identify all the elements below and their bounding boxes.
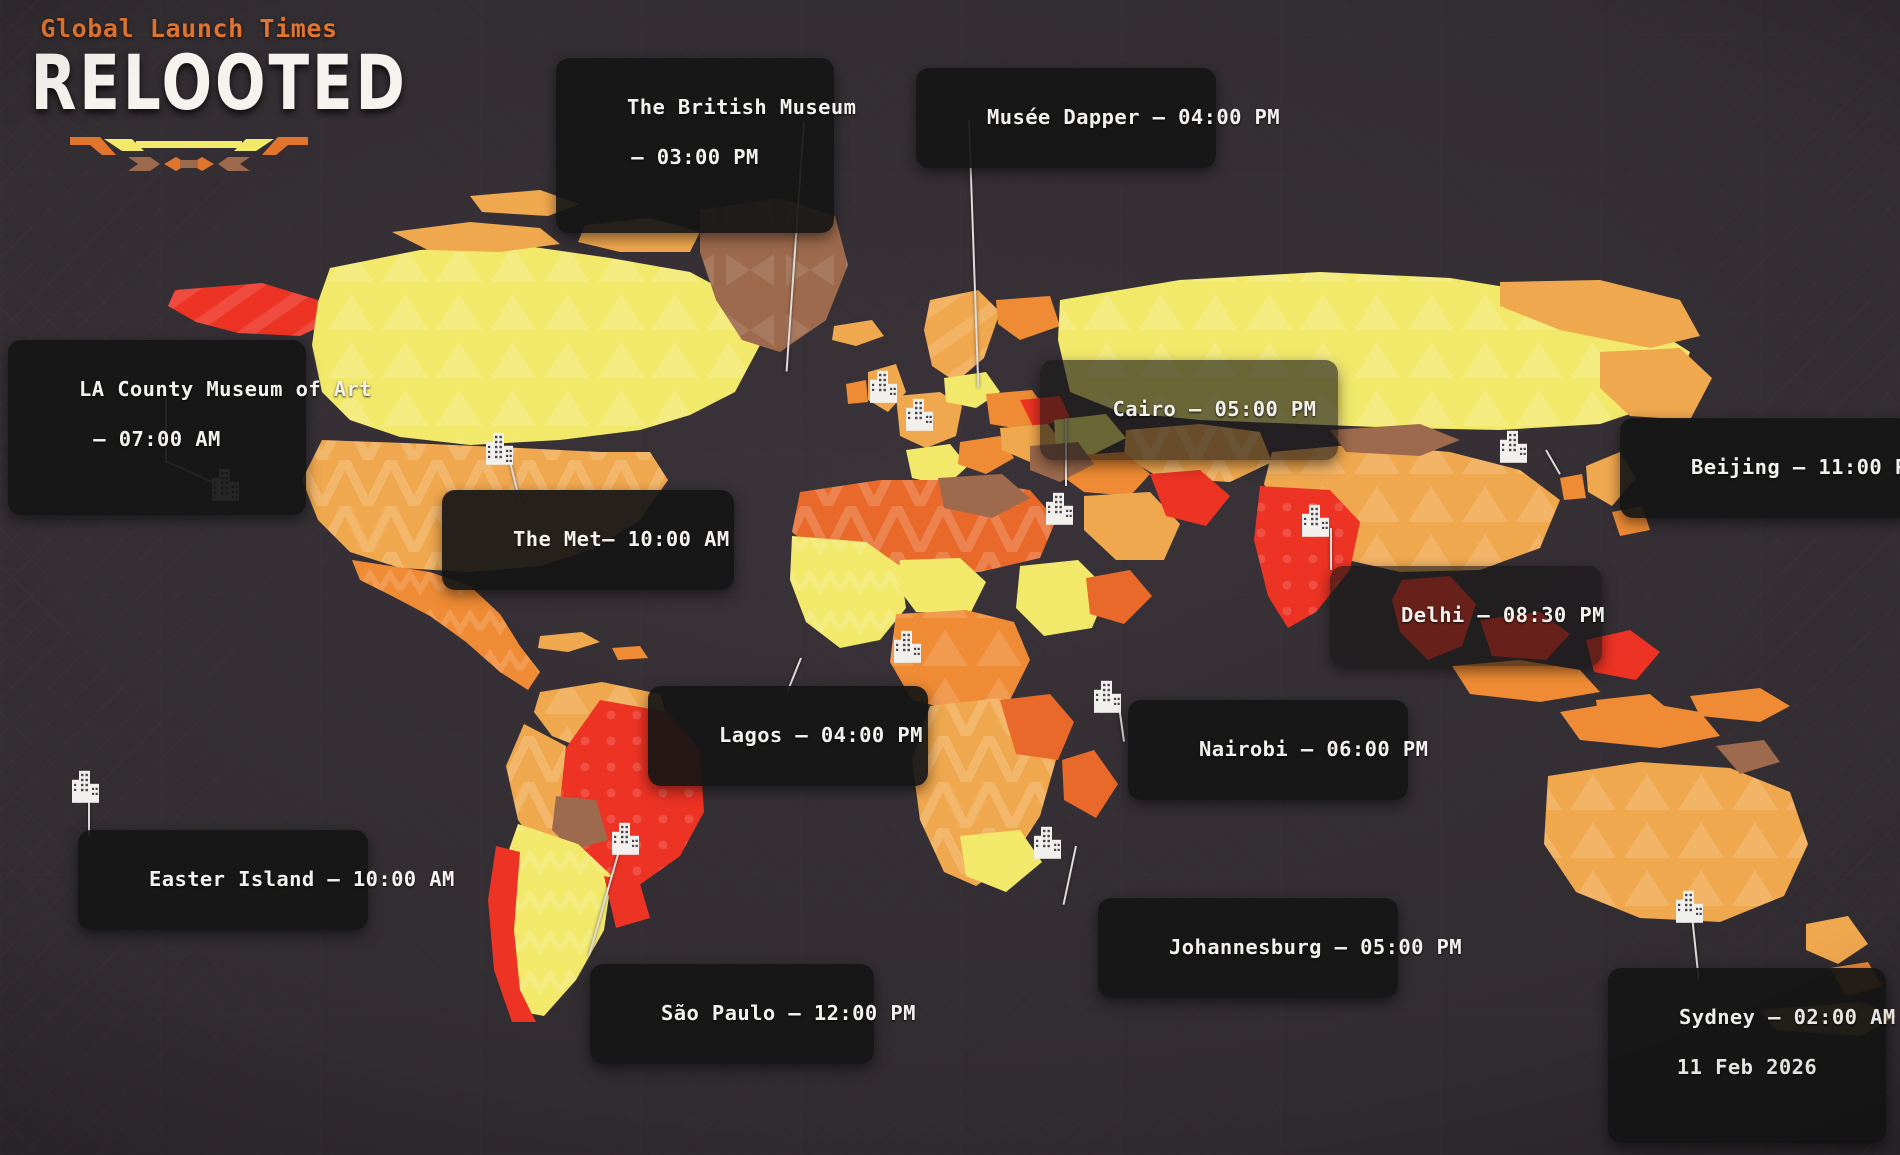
city-buildings-icon-musee-dapper[interactable]	[905, 393, 939, 433]
callout-the-met[interactable]: The Met– 10:00 AM	[442, 490, 734, 590]
callout-label-line1: Johannesburg – 05:00 PM	[1168, 935, 1463, 959]
callout-label-line1: The British Museum	[626, 95, 857, 119]
callout-label-line2: 11 Feb 2026	[1676, 1055, 1818, 1079]
city-buildings-icon-lagos[interactable]	[893, 625, 927, 665]
city-buildings-icon-cairo[interactable]	[1045, 487, 1079, 527]
callout-label-line2: – 03:00 PM	[631, 145, 759, 169]
leader-line-delhi	[1330, 528, 1332, 570]
region-west-africa[interactable]	[790, 536, 986, 648]
callout-label-line1: Nairobi – 06:00 PM	[1198, 737, 1429, 761]
country-mexico[interactable]	[352, 560, 540, 690]
city-buildings-icon-british-museum[interactable]	[869, 365, 903, 405]
callout-cairo[interactable]: Cairo – 05:00 PM	[1040, 360, 1338, 460]
callout-label-line1: Easter Island – 10:00 AM	[148, 867, 455, 891]
city-buildings-icon-the-met[interactable]	[485, 427, 519, 467]
callout-label-line1: Cairo – 05:00 PM	[1112, 397, 1317, 421]
callout-sao-paulo[interactable]: São Paulo – 12:00 PM	[590, 964, 915, 1064]
city-buildings-icon-johannesburg[interactable]	[1033, 821, 1067, 861]
callout-label-line1: Beijing – 11:00 PM	[1690, 455, 1900, 479]
callout-sydney[interactable]: Sydney – 02:00 AM 11 Feb 2026	[1608, 968, 1895, 1143]
city-buildings-icon-sydney[interactable]	[1675, 885, 1709, 925]
region-caribbean[interactable]	[538, 632, 648, 660]
callout-label-line2: – 07:00 AM	[93, 427, 221, 451]
country-canada[interactable]	[312, 245, 760, 445]
country-peru-bolivia[interactable]	[506, 724, 608, 862]
callout-british-museum[interactable]: The British Museum – 03:00 PM	[556, 58, 856, 233]
city-buildings-icon-easter-island[interactable]	[71, 765, 105, 805]
callout-la-county-museum[interactable]: LA County Museum of Art – 07:00 AM	[8, 340, 372, 515]
callout-label-line1: Lagos – 04:00 PM	[718, 723, 923, 747]
country-iceland[interactable]	[832, 320, 884, 346]
country-scandinavia[interactable]	[924, 290, 1060, 382]
callout-lagos[interactable]: Lagos – 04:00 PM	[648, 686, 928, 786]
country-india[interactable]	[1254, 486, 1360, 628]
region-southern-africa[interactable]	[912, 694, 1118, 892]
callout-label-line1: LA County Museum of Art	[78, 377, 373, 401]
page-title: Global Launch Times	[40, 14, 338, 43]
region-central-africa[interactable]	[890, 560, 1152, 712]
callout-johannesburg[interactable]: Johannesburg – 05:00 PM	[1098, 898, 1462, 998]
city-buildings-icon-beijing[interactable]	[1499, 425, 1533, 465]
callout-beijing[interactable]: Beijing – 11:00 PM	[1620, 418, 1900, 518]
callout-label-line1: The Met– 10:00 AM	[512, 527, 730, 551]
tribal-ornament-icon	[24, 133, 354, 173]
country-argentina-chile[interactable]	[488, 824, 650, 1022]
callout-label-line1: Delhi – 08:30 PM	[1400, 603, 1605, 627]
country-australia[interactable]	[1544, 700, 1882, 996]
callout-delhi[interactable]: Delhi – 08:30 PM	[1330, 566, 1605, 666]
region-new-guinea[interactable]	[1690, 688, 1790, 722]
callout-nairobi[interactable]: Nairobi – 06:00 PM	[1128, 700, 1428, 800]
brand-lockup: Global Launch Times RELOOTED	[24, 14, 408, 173]
callout-easter-island[interactable]: Easter Island – 10:00 AM	[78, 830, 454, 930]
callout-label-line1: Sydney – 02:00 AM	[1678, 1005, 1896, 1029]
country-greenland[interactable]	[700, 198, 848, 352]
leader-line-easter-island	[88, 796, 90, 836]
city-buildings-icon-delhi[interactable]	[1301, 499, 1335, 539]
callout-label-line1: Musée Dapper – 04:00 PM	[986, 105, 1281, 129]
country-mongolia[interactable]	[1330, 424, 1460, 456]
city-buildings-icon-nairobi[interactable]	[1093, 675, 1127, 715]
callout-musee-dapper[interactable]: Musée Dapper – 04:00 PM	[916, 68, 1280, 168]
country-alaska[interactable]	[168, 283, 330, 336]
city-buildings-icon-sao-paulo[interactable]	[611, 817, 645, 857]
game-logo-wordmark: RELOOTED	[30, 38, 408, 128]
callout-label-line1: São Paulo – 12:00 PM	[660, 1001, 916, 1025]
region-western-europe[interactable]	[896, 372, 1014, 486]
